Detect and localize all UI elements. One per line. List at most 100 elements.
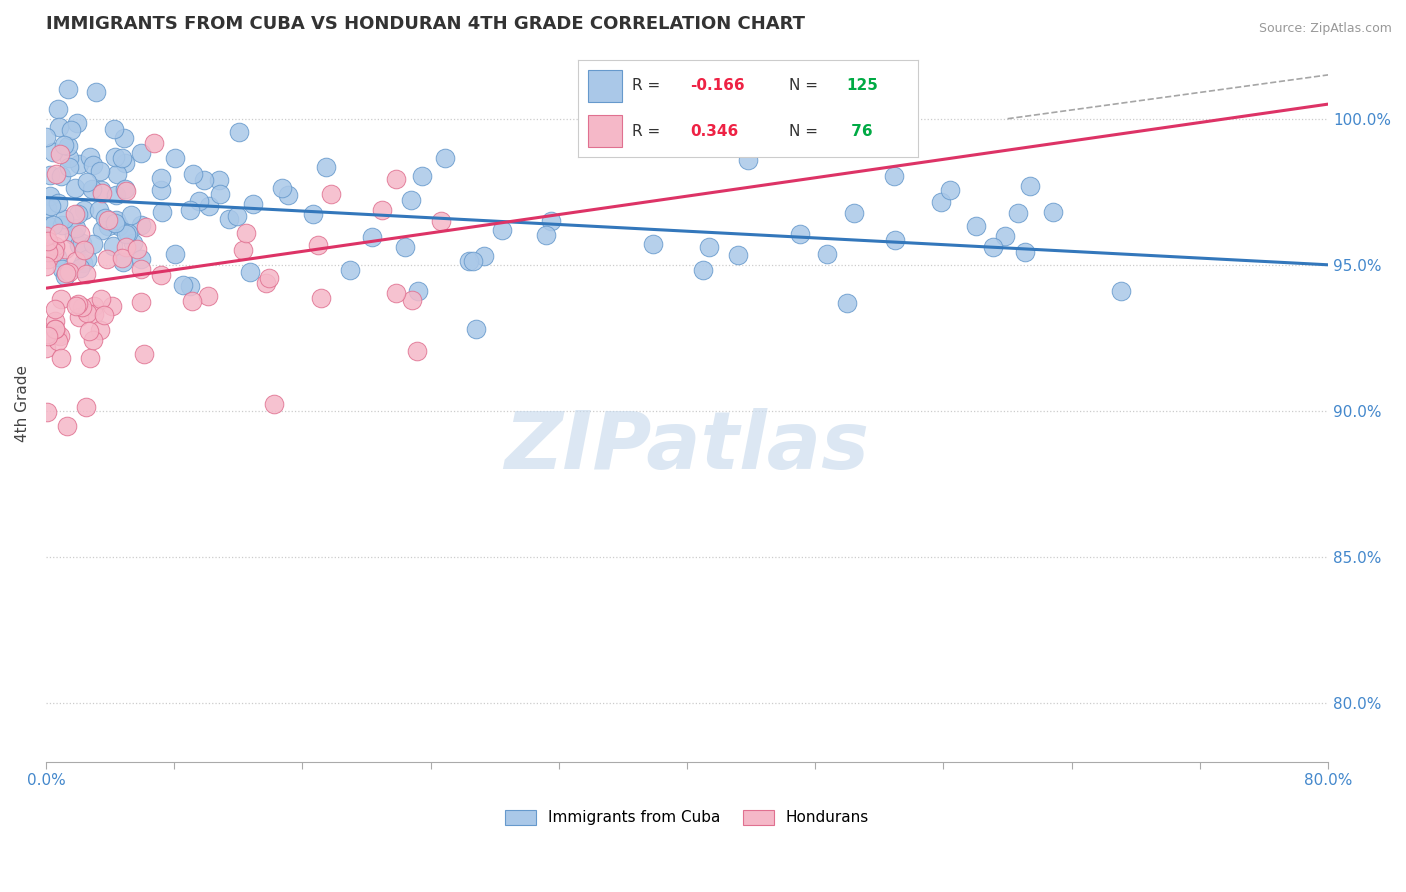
Point [44, 301, 66, 316]
Point [37, 405, 59, 419]
Point [461, 254, 484, 268]
Point [226, 209, 249, 223]
Point [187, 194, 209, 208]
Point [51, 218, 73, 232]
Point [104, 150, 127, 164]
Point [58, 161, 80, 175]
Point [39, 199, 62, 213]
Point [89, 163, 111, 178]
Point [77, 324, 100, 338]
Point [277, 188, 299, 202]
Point [1042, 204, 1064, 219]
Point [44, 322, 66, 336]
Point [69, 227, 91, 241]
Point [458, 254, 481, 268]
Point [72, 256, 94, 270]
Point [308, 238, 330, 252]
Point [73, 244, 96, 258]
Point [104, 216, 127, 230]
Point [84, 85, 107, 99]
Point [929, 194, 952, 209]
Point [129, 252, 152, 266]
Point [65, 253, 87, 268]
Point [406, 343, 429, 358]
Point [198, 199, 221, 213]
Point [51, 262, 73, 277]
Point [789, 227, 811, 242]
Point [232, 243, 254, 257]
Point [65, 299, 87, 313]
Point [105, 212, 128, 227]
Point [48, 120, 70, 134]
Point [131, 295, 153, 310]
Legend: Immigrants from Cuba, Hondurans: Immigrants from Cuba, Hondurans [505, 810, 869, 825]
Point [339, 262, 361, 277]
Point [56, 418, 79, 433]
Point [371, 203, 394, 218]
Point [69, 260, 91, 275]
Point [117, 226, 139, 240]
Point [193, 172, 215, 186]
Point [842, 205, 865, 219]
Point [38, 189, 60, 203]
Point [35, 130, 58, 145]
Point [150, 205, 173, 219]
Point [315, 161, 337, 175]
Point [80, 182, 103, 196]
Point [51, 351, 73, 365]
Point [179, 202, 201, 217]
Point [208, 173, 231, 187]
Point [239, 264, 262, 278]
Point [111, 151, 134, 165]
Point [120, 208, 142, 222]
Point [44, 238, 66, 252]
Point [1019, 178, 1042, 193]
Point [697, 240, 720, 254]
Point [181, 293, 204, 308]
Point [129, 146, 152, 161]
Point [46, 250, 69, 264]
Point [257, 270, 280, 285]
Point [114, 156, 136, 170]
Point [384, 285, 406, 300]
Point [82, 333, 104, 347]
Y-axis label: 4th Grade: 4th Grade [15, 365, 30, 442]
Point [172, 278, 194, 293]
Point [1007, 206, 1029, 220]
Point [38, 169, 60, 183]
Point [103, 121, 125, 136]
Point [93, 308, 115, 322]
Point [35, 259, 58, 273]
Point [150, 268, 173, 282]
Point [90, 183, 112, 197]
Point [48, 147, 70, 161]
Text: IMMIGRANTS FROM CUBA VS HONDURAN 4TH GRADE CORRELATION CHART: IMMIGRANTS FROM CUBA VS HONDURAN 4TH GRA… [46, 15, 806, 33]
Point [44, 314, 66, 328]
Point [429, 214, 451, 228]
Point [90, 223, 112, 237]
Point [534, 228, 557, 243]
Point [56, 138, 79, 153]
Point [101, 299, 124, 313]
Point [163, 247, 186, 261]
Point [48, 226, 70, 240]
Point [75, 267, 97, 281]
Point [112, 131, 135, 145]
Point [76, 175, 98, 189]
Point [464, 322, 486, 336]
Point [361, 230, 384, 244]
Point [97, 219, 120, 233]
Point [53, 138, 76, 153]
Point [641, 236, 664, 251]
Point [96, 252, 118, 266]
Point [67, 310, 90, 324]
Point [129, 219, 152, 233]
Point [1014, 244, 1036, 259]
Point [66, 297, 89, 311]
Point [46, 102, 69, 116]
Point [58, 82, 80, 96]
Point [208, 187, 231, 202]
Point [411, 169, 433, 183]
Point [107, 219, 129, 233]
Point [49, 293, 72, 307]
